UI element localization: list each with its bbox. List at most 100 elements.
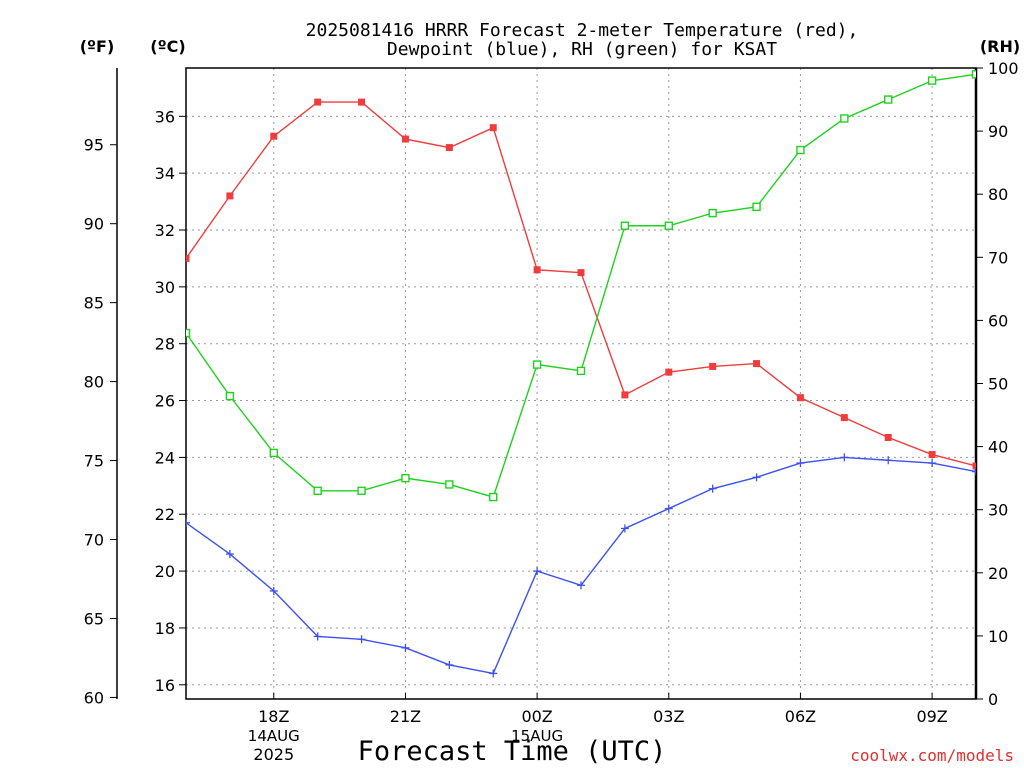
rh-tick-label: 30 (988, 501, 1008, 520)
rh-point (357, 486, 366, 495)
celsius-tick-label: 16 (155, 676, 175, 695)
temp-point (1016, 474, 1023, 481)
dewpoint-point (445, 660, 454, 669)
fahrenheit-tick-label: 70 (84, 531, 104, 550)
x-tick-label: 21Z (390, 707, 421, 726)
rh-tick-label: 70 (988, 248, 1008, 267)
rh-tick-label: 20 (988, 564, 1008, 583)
rh-point (313, 486, 322, 495)
x-tick-label: 03Z (653, 707, 684, 726)
x-tick-label: 18Z (258, 707, 289, 726)
temp-point (972, 462, 976, 470)
fahrenheit-tick-label: 90 (84, 215, 104, 234)
rh-tick-label: 80 (988, 185, 1008, 204)
temp-series (186, 98, 1023, 481)
temp-line (186, 101, 976, 467)
x-tick-year: 2025 (253, 745, 294, 764)
temp-point (796, 394, 804, 402)
fahrenheit-tick-label: 95 (84, 136, 104, 155)
dewpoint-point (796, 459, 805, 468)
temp-point (186, 254, 190, 262)
temp-point (621, 391, 629, 399)
celsius-tick-label: 26 (155, 392, 175, 411)
rh-point (927, 76, 937, 85)
temp-point (270, 132, 278, 140)
dewpoint-point (620, 524, 629, 533)
temp-point (358, 98, 366, 106)
dewpoint-point (489, 669, 498, 678)
temp-point (314, 98, 322, 106)
temp-point (709, 362, 717, 370)
dewpoint-point (752, 473, 761, 482)
fahrenheit-tick-label: 60 (84, 688, 104, 707)
rh-tick-label: 0 (988, 690, 998, 709)
rh-point (225, 391, 235, 401)
dewpoint-point (708, 484, 717, 493)
rh-point (708, 208, 717, 218)
celsius-tick-label: 32 (155, 221, 175, 240)
rh-point (489, 492, 498, 502)
fahrenheit-tick-label: 65 (84, 609, 104, 628)
celsius-tick-label: 36 (155, 107, 175, 126)
rh-tick-label: 40 (988, 438, 1008, 457)
rh-point (576, 366, 586, 376)
chart-title-line-2: Dewpoint (blue), RH (green) for KSAT (387, 39, 777, 60)
rh-point (186, 328, 191, 338)
rh-tick-label: 100 (988, 59, 1019, 78)
temp-point (884, 434, 892, 442)
plot-frame (185, 67, 977, 700)
dewpoint-point (357, 635, 366, 644)
rh-point (269, 448, 278, 458)
rh-point (796, 145, 805, 155)
dewpoint-point (1016, 476, 1024, 484)
dewpoint-point (401, 643, 410, 652)
rh-tick-label: 60 (988, 311, 1008, 330)
rh-series (186, 70, 976, 502)
dewpoint-line (186, 456, 976, 675)
dewpoint-point (186, 518, 190, 527)
x-tick-label: 00Z (521, 707, 552, 726)
chart-title-line-1: 2025081416 HRRR Forecast 2-meter Tempera… (306, 20, 859, 41)
dewpoint-point (269, 586, 278, 595)
temp-point (753, 360, 761, 368)
temp-point (445, 144, 453, 152)
dewpoint-point (313, 632, 322, 641)
x-tick-date: 14AUG (248, 727, 300, 745)
celsius-tick-label: 28 (155, 335, 175, 354)
temp-point (928, 451, 936, 459)
x-axis-title: Forecast Time (UTC) (358, 736, 667, 767)
rh-unit-label: (RH) (980, 37, 1020, 56)
rh-point (532, 360, 542, 369)
rh-tick-label: 10 (988, 627, 1008, 646)
celsius-tick-label: 24 (155, 448, 175, 467)
dewpoint-point (577, 581, 585, 590)
x-tick-date: 15AUG (511, 727, 563, 745)
celsius-tick-label: 30 (155, 278, 175, 297)
rh-tick-label: 90 (988, 122, 1008, 141)
rh-line (186, 73, 976, 498)
rh-point (971, 70, 976, 79)
grid-lines (186, 68, 976, 699)
dewpoint-point (533, 567, 542, 576)
temp-point (533, 266, 541, 274)
temp-point (226, 192, 234, 200)
axes: 16 18 20 22 24 26 28 30 32 34 36 60 65 70 75 80 85 90 95 0 1… (84, 59, 1019, 709)
dewpoint-series (186, 453, 1024, 678)
rh-point (445, 480, 454, 489)
dewpoint-point (972, 467, 976, 476)
temp-point (665, 368, 673, 376)
x-tick-label: 06Z (785, 707, 816, 726)
rh-point (620, 221, 630, 230)
temp-point (489, 124, 497, 132)
rh-point (884, 95, 893, 104)
temp-point (840, 414, 848, 422)
dewpoint-point (225, 550, 234, 559)
rh-point (752, 202, 761, 212)
dewpoint-point (664, 504, 673, 513)
rh-point (401, 473, 410, 483)
fahrenheit-tick-label: 75 (84, 452, 104, 471)
temp-point (577, 269, 585, 277)
celsius-tick-label: 22 (155, 505, 175, 524)
watermark: coolwx.com/models (850, 746, 1014, 765)
